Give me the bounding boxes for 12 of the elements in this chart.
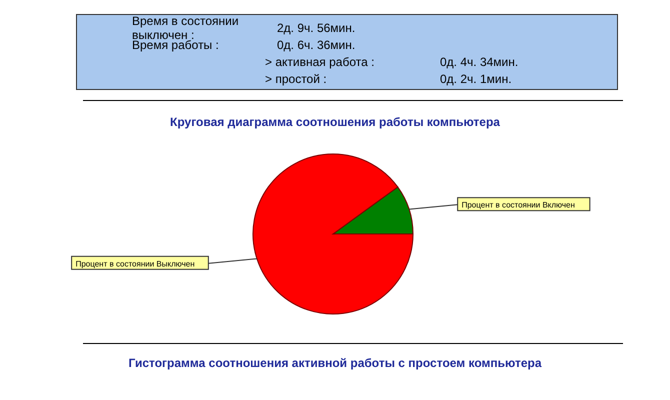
text: Гистограмма соотношения активной работы с простоем компьютера bbox=[127, 356, 543, 370]
text: 2д. 9ч. 56мин. bbox=[277, 20, 356, 34]
text: > активная работа : bbox=[265, 54, 376, 68]
chart-title: Круговая диаграмма соотношения работы компьютера bbox=[169, 115, 501, 129]
text: 0д. 2ч. 1мин. bbox=[440, 72, 512, 86]
slice-label: Процент в состоянии Выключен bbox=[76, 259, 195, 268]
pie-slice bbox=[252, 154, 414, 314]
text: 0д. 6ч. 36мин. bbox=[277, 38, 356, 52]
text: 0д. 4ч. 34мин. bbox=[440, 54, 518, 68]
text: Время в состоянии выключен : bbox=[132, 14, 240, 42]
slice-label: Процент в состоянии Включен bbox=[462, 200, 575, 210]
text: > простой : bbox=[265, 72, 328, 86]
